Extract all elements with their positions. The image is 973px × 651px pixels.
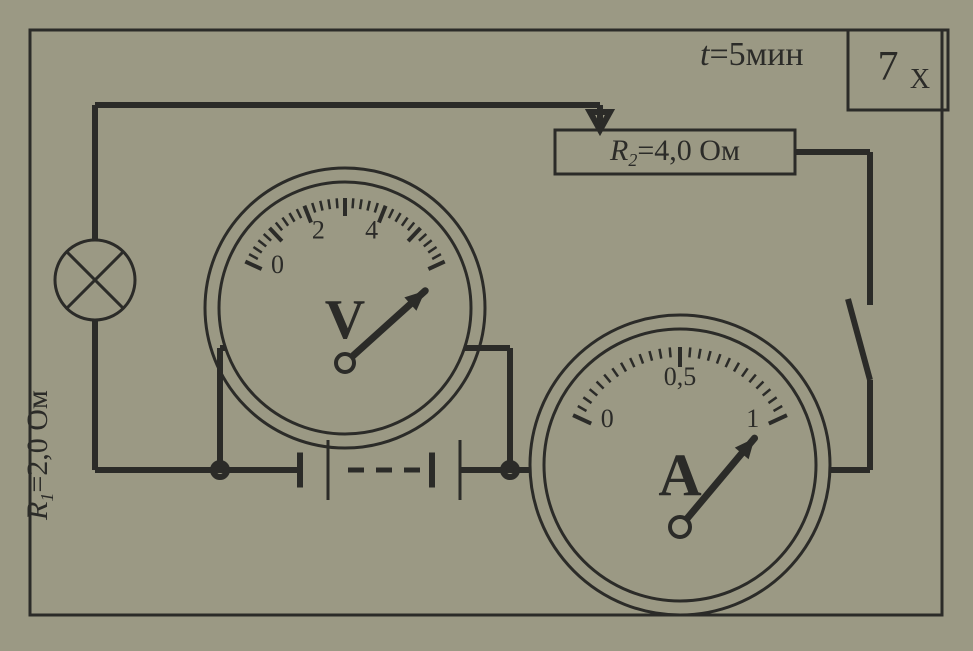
ammeter-scale-label: 1	[746, 404, 759, 433]
voltmeter-scale-label: 2	[312, 216, 325, 245]
card-sub: X	[910, 64, 930, 95]
r2-label: R2=4,0 Ом	[609, 134, 740, 170]
voltmeter-scale-label: 0	[271, 250, 284, 279]
voltmeter-scale-label: 4	[365, 216, 378, 245]
switch-blade	[848, 299, 870, 380]
time-label: t=5мин	[700, 36, 804, 73]
ammeter-scale-label: 0,5	[664, 362, 697, 391]
ammeter: 0 0,5 1 A	[530, 315, 830, 615]
ammeter-scale-label: 0	[601, 404, 614, 433]
ammeter-pivot	[670, 517, 690, 537]
voltmeter-pivot	[336, 354, 354, 372]
outer-frame	[30, 30, 942, 615]
voltmeter-letter: V	[325, 289, 365, 351]
card-number: 7	[878, 44, 899, 90]
r1-label: R1=2,0 Ом	[21, 390, 57, 521]
ammeter-letter: A	[658, 442, 701, 508]
voltmeter: 02 4 V	[205, 168, 485, 448]
